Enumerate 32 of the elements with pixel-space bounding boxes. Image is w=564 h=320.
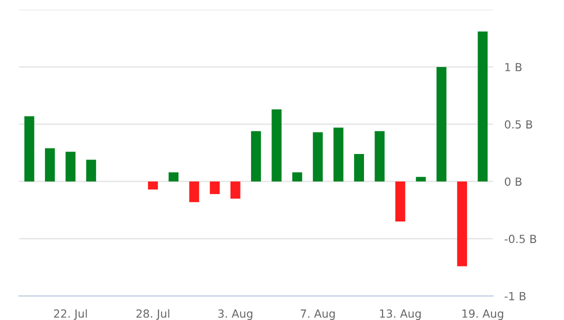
- bar: [457, 181, 468, 266]
- bar: [416, 176, 426, 182]
- x-tick-label: 7. Aug: [300, 310, 335, 320]
- y-tick-label: -1 B: [504, 292, 526, 300]
- x-tick-label: 28. Jul: [136, 309, 170, 320]
- bar: [44, 148, 55, 182]
- bar: [189, 181, 200, 202]
- bar: [333, 128, 344, 182]
- bar: [374, 131, 385, 182]
- bar: [395, 181, 406, 222]
- x-tick-label: 22. Jul: [54, 309, 87, 320]
- bar: [251, 131, 261, 182]
- bar: [66, 152, 76, 182]
- y-tick-label: 0.5 B: [504, 120, 532, 129]
- bar: [272, 109, 282, 182]
- bar: [86, 160, 96, 182]
- x-tick-label: 3. Aug: [218, 309, 252, 320]
- bar: [230, 181, 240, 199]
- bar: [24, 116, 34, 182]
- bar: [312, 132, 323, 182]
- bar: [354, 154, 364, 182]
- y-tick-label: 0 B: [504, 177, 522, 186]
- x-tick-label: 13. Aug: [380, 309, 421, 320]
- bar: [210, 181, 220, 194]
- bar: [478, 31, 488, 182]
- bar: [168, 172, 179, 182]
- y-tick-label: 1 B: [505, 63, 522, 72]
- x-tick-label: 19. Aug: [462, 309, 504, 320]
- y-tick-label: -0.5 B: [504, 234, 536, 244]
- bar: [436, 66, 446, 182]
- bar: [148, 181, 158, 190]
- bar: [292, 172, 302, 182]
